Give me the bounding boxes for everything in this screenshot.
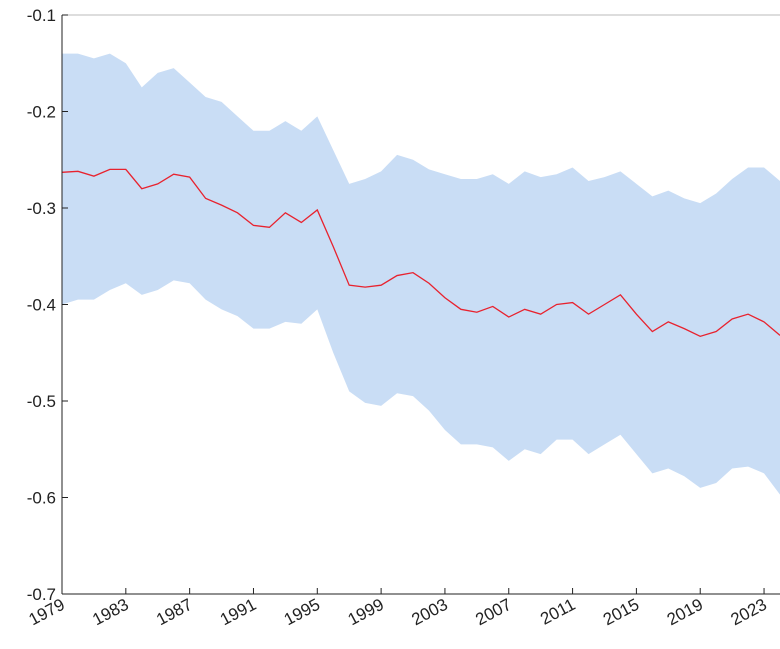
y-tick-label: -0.1 [27, 6, 56, 25]
y-tick-label: -0.5 [27, 392, 56, 411]
x-tick-label: 2003 [408, 595, 450, 630]
x-tick-label: 2019 [664, 595, 706, 630]
x-tick-label: 1999 [345, 595, 387, 630]
y-tick-label: -0.3 [27, 199, 56, 218]
x-tick-label: 1983 [89, 595, 131, 630]
y-tick-label: -0.2 [27, 103, 56, 122]
confidence-band [62, 53, 780, 495]
y-tick-label: -0.7 [27, 585, 56, 604]
x-tick-label: 2007 [472, 595, 514, 630]
x-tick-label: 2011 [537, 595, 578, 629]
x-tick-label: 2015 [600, 595, 642, 630]
x-tick-label: 1995 [281, 595, 323, 630]
x-tick-label: 1987 [153, 595, 195, 630]
y-tick-label: -0.6 [27, 489, 56, 508]
x-tick-label: 1991 [217, 595, 259, 630]
y-tick-label: -0.4 [27, 296, 56, 315]
line [61, 168, 780, 338]
x-tick-label: 2023 [728, 595, 770, 630]
